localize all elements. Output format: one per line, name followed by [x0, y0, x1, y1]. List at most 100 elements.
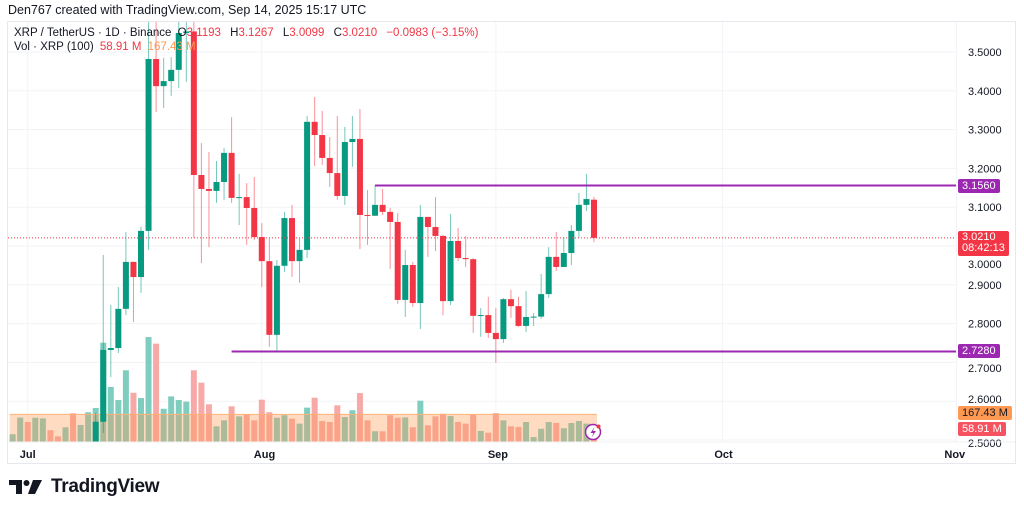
candle-body: [289, 218, 295, 262]
candle: [417, 204, 424, 330]
last-price-badge: 3.0210 08:42:13: [958, 231, 1009, 256]
legend-volume-row: Vol · XRP (100) 58.91 M 167.43 M: [14, 40, 481, 54]
price-tick-label: 3.1000: [968, 202, 1002, 214]
candle-body: [568, 230, 575, 253]
candle: [228, 117, 235, 203]
candle: [477, 308, 484, 337]
candle: [349, 116, 356, 167]
volume-bar: [485, 432, 492, 442]
volume-bar: [39, 418, 46, 442]
volume-bar: [319, 421, 326, 442]
candle: [568, 225, 575, 266]
volume-bar: [424, 425, 431, 442]
volume-bar: [575, 421, 582, 442]
candle: [470, 258, 477, 333]
candle: [138, 226, 144, 293]
candle-body: [115, 308, 122, 349]
candle: [432, 197, 439, 252]
candle: [243, 183, 250, 245]
symbol-label[interactable]: XRP / TetherUS · 1D · Binance: [14, 27, 172, 39]
lightning-icon[interactable]: [584, 423, 602, 441]
candle-body: [221, 152, 228, 182]
candle-body: [145, 58, 152, 231]
candle-body: [455, 240, 462, 259]
resistance-price-badge: 3.1560: [958, 179, 1000, 193]
volume-bar: [417, 400, 424, 442]
candle: [122, 232, 129, 316]
chart-legend: XRP / TetherUS · 1D · Binance O3.1193 H3…: [14, 26, 481, 54]
volume-bar: [372, 431, 379, 442]
candle: [538, 273, 545, 319]
horizontal-levels: [231, 184, 956, 353]
candle-body: [243, 197, 250, 208]
volume-bar: [273, 417, 280, 442]
candle-body: [138, 230, 144, 278]
candle: [213, 161, 220, 203]
time-axis: Jul Aug Sep Oct Nov: [20, 449, 966, 461]
time-tick-label: Jul: [20, 449, 36, 461]
volume-bar: [77, 424, 84, 442]
volume-bar: [334, 405, 341, 442]
price-tick-label: 3.4000: [968, 86, 1002, 98]
price-tick-label: 3.2000: [968, 163, 1002, 175]
volume-bar: [432, 416, 439, 442]
volume-bar: [364, 420, 371, 442]
volume-bar: [462, 423, 469, 442]
volume-bar: [183, 401, 190, 442]
price-tick-label: 2.6000: [968, 394, 1002, 406]
candle: [273, 259, 280, 352]
candle-body: [198, 174, 205, 189]
volume-bar: [258, 399, 265, 442]
tradingview-logo[interactable]: TradingView: [9, 476, 160, 498]
volume-bar: [455, 422, 462, 442]
candle: [281, 211, 288, 272]
candle: [258, 223, 265, 288]
candle-body: [319, 135, 326, 158]
volume-bar: [122, 370, 129, 442]
volume-bar: [326, 422, 333, 442]
candle: [160, 57, 167, 108]
tradingview-logo-icon: [9, 480, 42, 494]
candle: [575, 192, 582, 238]
candle: [251, 176, 258, 240]
candle-body: [130, 261, 137, 278]
candle: [515, 296, 522, 328]
candle-body: [183, 31, 190, 33]
candle: [341, 126, 348, 205]
candle-body: [168, 69, 175, 82]
volume-bar: [289, 418, 295, 442]
legend-price-row: XRP / TetherUS · 1D · Binance O3.1193 H3…: [14, 26, 481, 40]
volume-value: 58.91 M: [99, 41, 142, 53]
candle: [583, 173, 590, 212]
price-tick-label: 2.5000: [968, 438, 1002, 450]
volume-bar: [198, 382, 205, 442]
candle: [100, 254, 107, 434]
volume-ma-value: 167.43 M: [147, 41, 196, 53]
volume-bar: [379, 431, 386, 442]
candle-body: [507, 299, 514, 307]
price-tick-label: 3.3000: [968, 125, 1002, 137]
candle: [402, 249, 409, 318]
chart-credit: Den767 created with TradingView.com, Sep…: [8, 3, 367, 17]
high-value: 3.1267: [238, 27, 274, 39]
open-value: 3.1193: [186, 27, 221, 39]
volume-bar: [440, 413, 446, 442]
support-price-badge: 2.7280: [958, 344, 1000, 358]
candle-body: [364, 214, 371, 216]
candle: [145, 22, 152, 250]
volume-bar: [175, 400, 182, 442]
candle: [168, 57, 175, 96]
close-value: 3.0210: [341, 27, 378, 39]
candle: [455, 228, 462, 262]
volume-bar: [228, 406, 235, 442]
candle: [507, 289, 514, 318]
candle: [409, 261, 416, 307]
volume-bar: [130, 392, 137, 442]
volume-label[interactable]: Vol · XRP (100): [14, 41, 94, 53]
volume-bar: [138, 398, 144, 442]
candle-body: [205, 188, 212, 191]
candle-body: [470, 259, 477, 316]
candle-body: [447, 240, 454, 302]
volume-bar: [538, 428, 545, 442]
